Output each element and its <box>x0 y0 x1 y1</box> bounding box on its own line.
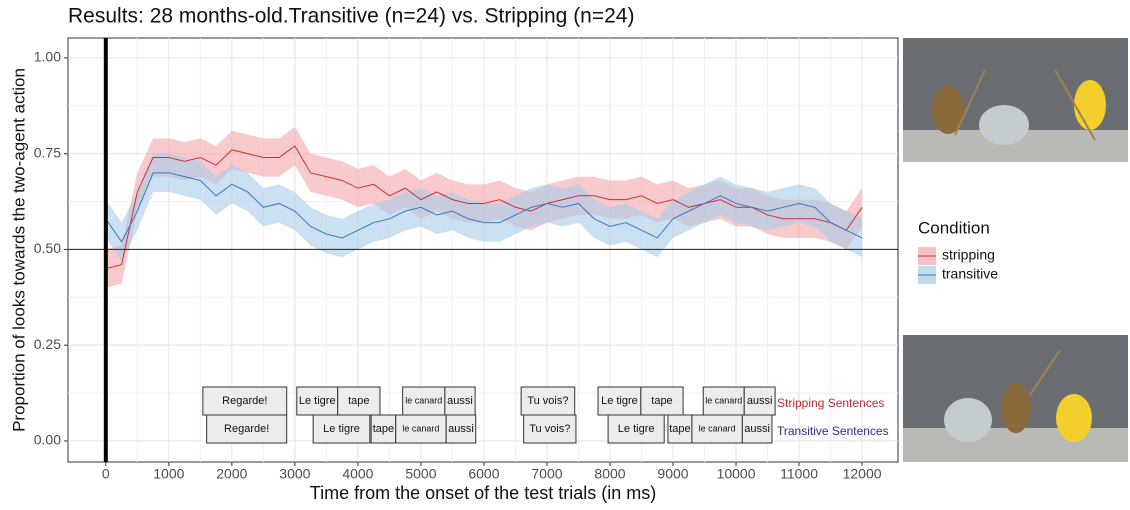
word-label: aussi <box>447 395 473 407</box>
word-box <box>702 386 745 416</box>
word-box <box>312 414 371 444</box>
word-box <box>206 414 288 444</box>
x-tick-label: 4000 <box>342 466 373 482</box>
chart-title: Results: 28 months-old.Transitive (n=24)… <box>68 5 634 28</box>
word-box <box>691 414 743 444</box>
y-tick-label: 0.75 <box>34 144 61 160</box>
legend-label: transitive <box>942 266 998 282</box>
word-label: Tu vois? <box>529 423 570 435</box>
word-box <box>370 414 397 444</box>
y-tick-label: 0.25 <box>34 336 61 352</box>
word-label: le canard <box>405 395 442 405</box>
word-label: aussi <box>448 423 474 435</box>
x-tick-label: 1000 <box>153 466 184 482</box>
y-tick-label: 1.00 <box>34 49 61 65</box>
x-tick-label: 3000 <box>279 466 310 482</box>
word-label: tape <box>373 423 394 435</box>
word-box <box>444 386 476 416</box>
legend-label: stripping <box>942 247 995 263</box>
word-label: aussi <box>747 395 773 407</box>
word-box <box>741 414 773 444</box>
plot-layer <box>68 38 898 462</box>
series-line <box>105 145 863 270</box>
word-label: Le tigre <box>323 423 360 435</box>
word-label: aussi <box>744 423 770 435</box>
x-tick-label: 10000 <box>717 466 756 482</box>
y-axis-label: Proportion of looks towards the two-agen… <box>9 68 28 432</box>
word-box <box>607 414 665 444</box>
x-tick-label: 2000 <box>216 466 247 482</box>
word-box <box>520 386 576 416</box>
word-label: Tu vois? <box>527 395 568 407</box>
word-label: Le tigre <box>299 395 336 407</box>
word-label: tape <box>669 423 690 435</box>
word-box <box>445 414 477 444</box>
x-tick-label: 0 <box>102 466 110 482</box>
word-label: le canard <box>402 423 439 433</box>
word-box <box>395 414 447 444</box>
word-label: tape <box>348 395 369 407</box>
y-tick-label: 0.00 <box>34 432 61 448</box>
word-box <box>523 414 577 444</box>
x-axis-label: Time from the onset of the test trials (… <box>310 483 656 503</box>
x-tick-label: 6000 <box>468 466 499 482</box>
ribbon <box>105 153 863 261</box>
word-label: le canard <box>699 423 736 433</box>
word-label: Le tigre <box>601 395 638 407</box>
word-box <box>337 386 381 416</box>
photo-bottom <box>903 335 1128 462</box>
x-tick-label: 8000 <box>594 466 625 482</box>
legend-title: Condition <box>918 218 990 237</box>
x-tick-label: 9000 <box>657 466 688 482</box>
x-tick-label: 11000 <box>780 466 818 482</box>
word-label: Regarde! <box>222 395 267 407</box>
row-label: Transitive Sentences <box>777 424 889 438</box>
word-label: tape <box>651 395 672 407</box>
word-box <box>743 386 776 416</box>
word-label: Le tigre <box>618 423 655 435</box>
x-tick-label: 7000 <box>531 466 562 482</box>
series-line <box>105 172 863 243</box>
x-tick-label: 12000 <box>843 466 882 482</box>
photo-top <box>903 38 1128 162</box>
y-tick-label: 0.50 <box>34 240 61 256</box>
word-label: le canard <box>705 395 742 405</box>
row-label: Stripping Sentences <box>777 396 884 410</box>
x-tick-label: 5000 <box>405 466 436 482</box>
word-label: Regarde! <box>224 423 269 435</box>
